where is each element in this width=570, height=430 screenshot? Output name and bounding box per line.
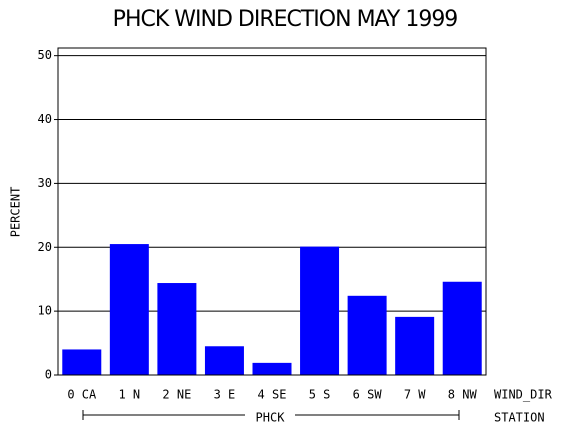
bar xyxy=(204,346,244,375)
x-axis-label: WIND_DIR xyxy=(494,388,553,402)
x-tick-label: 0 CA xyxy=(67,388,97,402)
x-tick-label: 3 E xyxy=(214,388,236,402)
bar xyxy=(347,295,387,375)
chart-title: PHCK WIND DIRECTION MAY 1999 xyxy=(113,7,458,32)
y-tick-label: 20 xyxy=(38,240,52,254)
bar xyxy=(442,281,482,375)
y-tick-label: 10 xyxy=(38,304,52,318)
y-tick-label: 40 xyxy=(38,112,52,126)
x-tick-label: 5 S xyxy=(309,388,331,402)
y-tick-label: 50 xyxy=(38,48,52,62)
x-tick-label: 6 SW xyxy=(353,388,383,402)
bar xyxy=(252,362,292,375)
plot-frame xyxy=(57,47,487,376)
x-tick-label: 8 NW xyxy=(448,388,478,402)
bar xyxy=(300,246,340,375)
bar xyxy=(109,244,149,375)
group-axis-label: STATION xyxy=(494,411,545,425)
group-bracket xyxy=(82,410,460,420)
group-label: PHCK xyxy=(256,411,286,425)
x-tick-label: 7 W xyxy=(404,388,426,402)
x-tick-label: 4 SE xyxy=(258,388,287,402)
x-tick-label: 1 N xyxy=(118,388,140,402)
y-tick-label: 30 xyxy=(38,176,52,190)
y-axis-label: PERCENT xyxy=(9,187,23,238)
x-tick-label: 2 NE xyxy=(162,388,191,402)
bar xyxy=(62,349,102,375)
bar xyxy=(157,283,197,375)
y-tick-label: 0 xyxy=(45,368,52,382)
bar xyxy=(395,316,435,375)
